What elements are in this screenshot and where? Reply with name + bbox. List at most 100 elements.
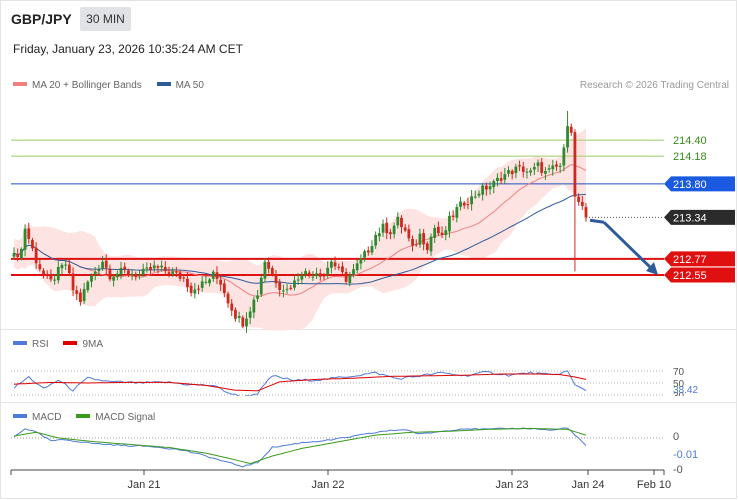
candle-body	[119, 267, 123, 275]
candle-body	[71, 273, 75, 291]
candle-body	[27, 228, 31, 239]
panel-separator	[1, 402, 736, 403]
timeframe-badge[interactable]: 30 MIN	[80, 7, 131, 31]
candle	[174, 266, 178, 277]
candle-body	[293, 280, 296, 288]
x-tick-label: Jan 24	[571, 479, 604, 491]
candle-body	[219, 279, 223, 285]
candle	[359, 254, 363, 270]
candle-body	[333, 262, 337, 267]
candle-body	[418, 233, 422, 245]
legend-item-macd: MACD	[13, 412, 61, 423]
price-tag-support: 212.77	[664, 251, 735, 267]
candle-body	[318, 273, 322, 277]
candle	[186, 272, 189, 292]
candle	[193, 283, 197, 299]
rsi-tick-label: 30	[673, 391, 685, 402]
candle-body	[42, 270, 45, 275]
forecast-arrow-shaft	[602, 221, 656, 273]
candle-body	[56, 266, 60, 281]
legend-item-macd-signal: MACD Signal	[76, 412, 155, 423]
symbol-title: GBP/JPY	[11, 11, 72, 27]
candle	[462, 201, 466, 209]
candle-body	[49, 274, 53, 280]
candle	[407, 224, 411, 242]
candle	[281, 284, 285, 298]
candle-body	[507, 170, 510, 174]
candle-body	[473, 196, 477, 198]
candle-body	[53, 279, 56, 281]
macd-tick-label: -0	[673, 464, 683, 476]
candle	[123, 262, 127, 274]
legend-label: MA 20 + Bollinger Bands	[32, 80, 142, 91]
candle-body	[396, 216, 400, 226]
candle	[293, 274, 296, 291]
candle-body	[444, 230, 448, 235]
rsi-tick-label: 50	[673, 379, 685, 390]
macd-signal-line	[13, 427, 587, 465]
legend-item-ma20: MA 20 + Bollinger Bands	[13, 80, 142, 91]
candle	[93, 266, 97, 281]
candle	[385, 217, 389, 240]
price-tag-label: 213.80	[673, 179, 707, 191]
macd-legend: MACD MACD Signal	[13, 412, 167, 423]
candle-body	[436, 226, 440, 234]
candle	[45, 270, 49, 279]
candle-body	[138, 274, 141, 276]
candle-body	[115, 273, 119, 278]
candle	[215, 266, 219, 285]
candle-body	[307, 272, 311, 276]
candle-body	[569, 126, 573, 133]
candle-body	[329, 261, 333, 268]
candle	[234, 307, 237, 322]
candle	[414, 239, 418, 247]
candle-body	[267, 262, 271, 269]
candle-body	[558, 165, 562, 167]
candle	[326, 261, 330, 279]
rsi-tick-label: 70	[673, 367, 685, 378]
candle-body	[174, 271, 178, 273]
candle	[274, 269, 278, 288]
candle-body	[414, 244, 418, 246]
candle	[285, 283, 289, 294]
candle-body	[551, 165, 555, 170]
candle	[496, 173, 499, 187]
candle-body	[359, 258, 363, 264]
candle-body	[377, 233, 381, 237]
candle-body	[167, 272, 171, 274]
candle	[71, 267, 75, 297]
candle	[536, 159, 540, 172]
candle	[352, 264, 355, 278]
candle	[248, 306, 252, 325]
candle-body	[296, 279, 300, 281]
candle	[138, 270, 141, 280]
candle	[86, 280, 90, 293]
candle	[411, 235, 414, 252]
candle-body	[466, 204, 470, 206]
candle	[418, 228, 422, 248]
candle	[525, 168, 529, 179]
candle-body	[529, 170, 533, 173]
candle	[459, 196, 462, 211]
candle	[156, 264, 160, 274]
candle-body	[326, 267, 330, 275]
candle-body	[237, 315, 241, 318]
candle-body	[23, 228, 27, 250]
candle	[200, 276, 204, 292]
candle-body	[281, 290, 285, 292]
candle-body	[492, 181, 496, 188]
candle	[160, 260, 164, 272]
candle	[532, 162, 536, 175]
price-tag-bg	[664, 267, 735, 283]
candle	[112, 274, 116, 287]
rsi-9ma-line	[13, 373, 587, 392]
panel-separator	[1, 329, 736, 330]
candle-body	[245, 318, 248, 327]
candle-body	[573, 132, 577, 197]
candle-body	[440, 232, 444, 235]
candle-body	[366, 250, 370, 253]
candle-body	[230, 303, 234, 311]
candle-body	[484, 185, 488, 190]
candle-body	[514, 166, 518, 174]
candle	[230, 298, 234, 317]
